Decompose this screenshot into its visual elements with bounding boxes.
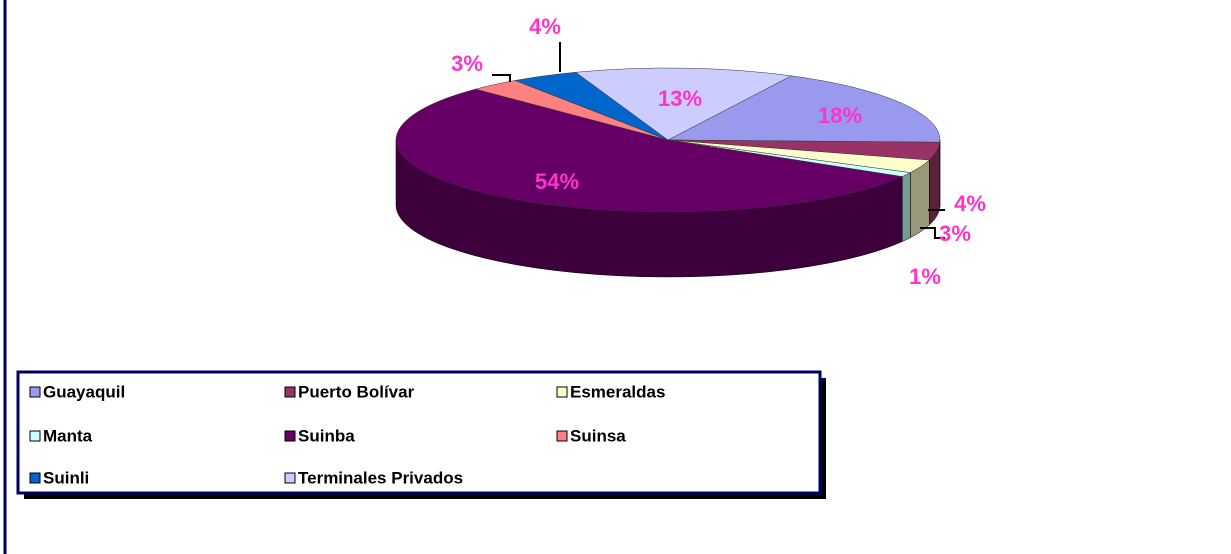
- legend-swatch: [284, 386, 296, 398]
- data-label: 3%: [451, 51, 483, 76]
- data-label: 3%: [939, 221, 971, 246]
- data-label: 13%: [658, 86, 702, 111]
- data-label: 1%: [909, 264, 941, 289]
- data-label: 54%: [535, 169, 579, 194]
- legend-label: Terminales Privados: [298, 468, 463, 487]
- legend-swatch: [556, 430, 568, 442]
- legend-box: [16, 370, 822, 495]
- legend-label: Puerto Bolívar: [298, 382, 415, 401]
- data-label: 4%: [529, 14, 561, 39]
- legend-label: Suinsa: [570, 426, 626, 445]
- slice: [667, 75, 941, 143]
- slice-side: [910, 159, 930, 239]
- data-label: 4%: [954, 191, 986, 216]
- labels: 18% 4% 3% 1% 54% 3% 4% 13%: [451, 14, 986, 289]
- legend: Guayaquil Puerto Bolívar Esmeraldas Manta Su…: [29, 382, 665, 487]
- legend-swatch: [29, 472, 41, 484]
- legend-label: Suinli: [43, 468, 89, 487]
- slice: [575, 67, 793, 141]
- legend-label: Guayaquil: [43, 382, 125, 401]
- legend-swatch: [556, 386, 568, 398]
- legend-swatch: [284, 472, 296, 484]
- leader-line: [920, 227, 945, 239]
- slice-side: [901, 172, 911, 243]
- legend-label: Esmeraldas: [570, 382, 665, 401]
- legend-label: Suinba: [298, 426, 355, 445]
- pie: [395, 67, 941, 278]
- leader-line: [492, 74, 511, 82]
- legend-swatch: [284, 430, 296, 442]
- legend-swatch: [29, 430, 41, 442]
- slice: [395, 88, 904, 213]
- data-label: 18%: [818, 103, 862, 128]
- legend-label: Manta: [43, 426, 93, 445]
- legend-swatch: [29, 386, 41, 398]
